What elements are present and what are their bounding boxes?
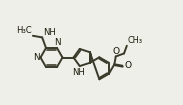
Text: H₃C: H₃C	[16, 26, 32, 35]
Text: CH₃: CH₃	[128, 36, 142, 45]
Text: O: O	[124, 61, 131, 70]
Text: O: O	[112, 47, 119, 56]
Text: N: N	[33, 53, 40, 62]
Text: NH: NH	[72, 68, 85, 77]
Text: N: N	[54, 38, 60, 47]
Text: NH: NH	[43, 28, 55, 37]
